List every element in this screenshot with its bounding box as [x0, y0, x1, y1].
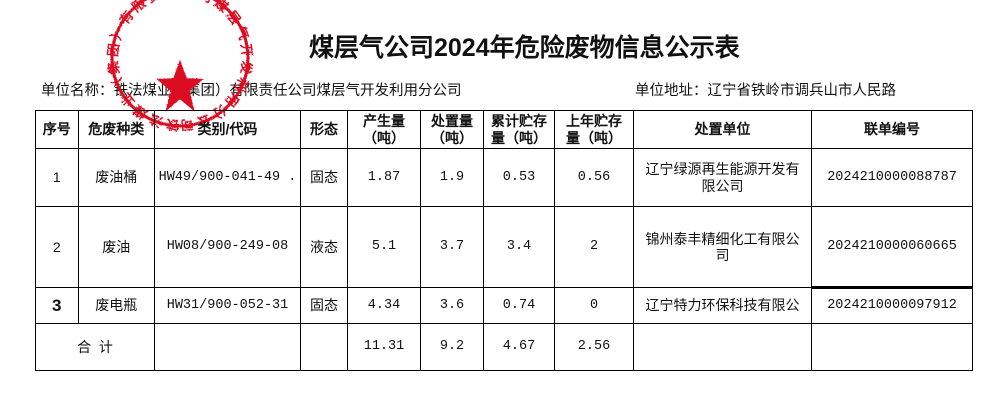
svg-text:发: 发 [238, 59, 256, 76]
svg-text:集: 集 [104, 59, 122, 76]
svg-text:限: 限 [129, 0, 149, 15]
svg-text:气: 气 [232, 23, 252, 42]
svg-text:（: （ [109, 76, 128, 94]
svg-text:开: 开 [238, 43, 254, 58]
svg-text:责: 责 [145, 0, 163, 6]
svg-text:利: 利 [232, 76, 252, 94]
svg-text:团: 团 [105, 43, 121, 58]
svg-text:）: ） [108, 24, 127, 42]
